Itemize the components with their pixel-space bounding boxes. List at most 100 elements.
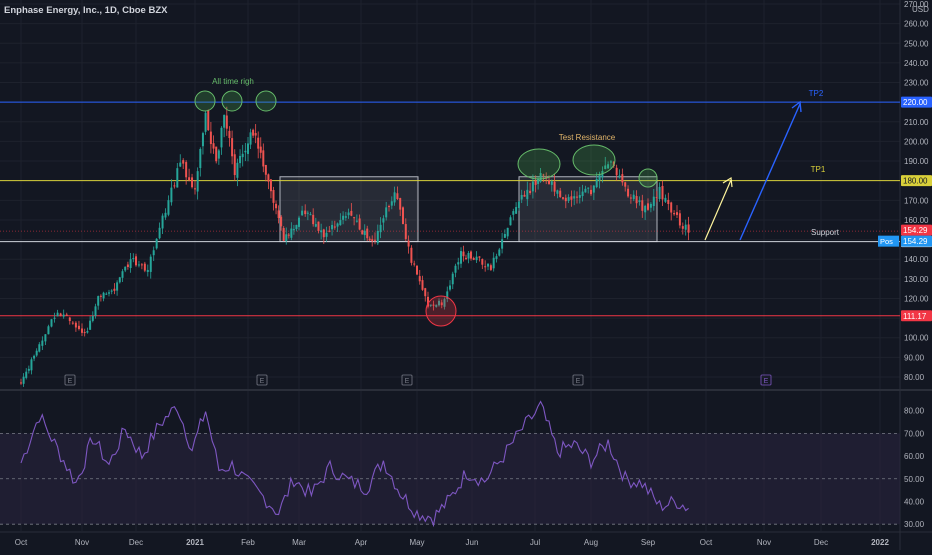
candle-body bbox=[317, 221, 320, 231]
candle-body bbox=[681, 226, 684, 229]
time-tick-label: Jul bbox=[530, 538, 540, 547]
candle-body bbox=[50, 319, 53, 327]
candle-body bbox=[71, 322, 74, 324]
last-price-tag: 154.29 bbox=[903, 226, 928, 235]
earnings-marker-label: E bbox=[764, 378, 769, 385]
rsi-tick-label: 40.00 bbox=[904, 497, 925, 506]
rsi-line bbox=[20, 400, 689, 528]
candle-body bbox=[390, 201, 393, 206]
candle-body bbox=[155, 238, 158, 249]
candle-body bbox=[68, 317, 71, 322]
candle-body bbox=[564, 197, 567, 202]
candle-body bbox=[534, 180, 537, 185]
candle-body bbox=[94, 306, 97, 317]
candle-body bbox=[678, 213, 681, 226]
candle-body bbox=[77, 325, 80, 330]
candle-body bbox=[170, 187, 173, 203]
candle-body bbox=[481, 259, 484, 265]
candle-body bbox=[353, 217, 356, 219]
candle-body bbox=[581, 191, 584, 197]
candle-body bbox=[259, 146, 262, 153]
candle-body bbox=[361, 230, 364, 235]
candle-body bbox=[164, 212, 167, 218]
candle-body bbox=[638, 200, 641, 203]
candle-body bbox=[655, 197, 658, 199]
earnings-marker-label: E bbox=[68, 378, 73, 385]
candle-body bbox=[460, 251, 462, 264]
price-tick-label: 160.00 bbox=[904, 216, 929, 225]
candle-body bbox=[576, 196, 578, 198]
candle-body bbox=[152, 250, 155, 256]
candle-body bbox=[220, 127, 223, 148]
level-tag-0-bg bbox=[901, 96, 932, 108]
rsi-pane[interactable]: 30.00 40.00 50.00 60.00 70.00 80.00 bbox=[0, 400, 925, 530]
candle-body bbox=[239, 155, 242, 164]
time-tick-label: Nov bbox=[757, 538, 771, 547]
price-tick-label: 130.00 bbox=[904, 275, 929, 284]
earnings-marker[interactable] bbox=[572, 374, 584, 386]
candle-body bbox=[287, 234, 290, 236]
candle-body bbox=[257, 137, 260, 149]
candle-body bbox=[228, 130, 231, 139]
candles[interactable] bbox=[20, 106, 690, 387]
candle-body bbox=[379, 224, 382, 233]
earnings-marker[interactable] bbox=[256, 374, 268, 386]
candle-body bbox=[537, 178, 540, 184]
ath-circle-0 bbox=[194, 90, 216, 112]
candle-body bbox=[472, 258, 475, 260]
candle-body bbox=[531, 181, 534, 192]
candle-body bbox=[402, 207, 404, 225]
candle-body bbox=[443, 299, 446, 307]
candle-body bbox=[105, 293, 108, 295]
candle-body bbox=[124, 266, 127, 271]
pos-price-tag-bg bbox=[901, 235, 932, 247]
candle-body bbox=[264, 164, 267, 175]
candle-body bbox=[673, 213, 676, 215]
candle-body bbox=[301, 210, 304, 216]
time-tick-label: Jun bbox=[466, 538, 479, 547]
candle-body bbox=[143, 263, 146, 271]
candle-body bbox=[97, 296, 100, 306]
earnings-marker[interactable] bbox=[401, 374, 413, 386]
candle-body bbox=[113, 288, 116, 291]
support-label: Support bbox=[811, 228, 840, 237]
candle-body bbox=[244, 150, 247, 153]
candle-body bbox=[233, 154, 236, 176]
candle-body bbox=[33, 355, 36, 359]
candle-body bbox=[129, 259, 132, 268]
earnings-marker[interactable] bbox=[64, 374, 76, 386]
candle-body bbox=[612, 161, 615, 167]
candle-body bbox=[407, 240, 410, 247]
earnings-marker[interactable] bbox=[760, 374, 772, 386]
candle-body bbox=[529, 190, 532, 193]
candle-body bbox=[647, 203, 649, 210]
price-tick-label: 90.00 bbox=[904, 353, 925, 362]
candle-body bbox=[501, 239, 504, 249]
candle-body bbox=[225, 115, 228, 129]
candle-body bbox=[652, 196, 655, 207]
rsi-tick-label: 80.00 bbox=[904, 407, 925, 416]
candle-body bbox=[30, 359, 33, 371]
ath-label: All time righ bbox=[212, 77, 254, 86]
candle-body bbox=[167, 200, 170, 215]
candle-body bbox=[41, 340, 44, 346]
rsi-tick-label: 30.00 bbox=[904, 520, 925, 529]
candle-body bbox=[355, 220, 358, 222]
candle-body bbox=[587, 187, 590, 189]
candle-body bbox=[489, 265, 492, 270]
candle-body bbox=[236, 162, 239, 178]
candle-body bbox=[161, 215, 164, 229]
candle-body bbox=[644, 205, 647, 213]
candle-body bbox=[670, 202, 673, 213]
candle-body bbox=[627, 188, 630, 197]
price-tick-label: 230.00 bbox=[904, 79, 929, 88]
candle-body bbox=[241, 153, 244, 158]
candle-body bbox=[475, 256, 478, 261]
candle-body bbox=[59, 313, 62, 317]
candle-body bbox=[449, 285, 451, 290]
candle-body bbox=[320, 230, 323, 233]
time-axis[interactable]: Oct Nov Dec 2021 Feb Mar Apr May Jun Jul Aug Sep Oct… bbox=[15, 538, 890, 547]
candle-body bbox=[526, 189, 529, 200]
candle-body bbox=[592, 185, 595, 193]
candle-body bbox=[53, 317, 56, 319]
